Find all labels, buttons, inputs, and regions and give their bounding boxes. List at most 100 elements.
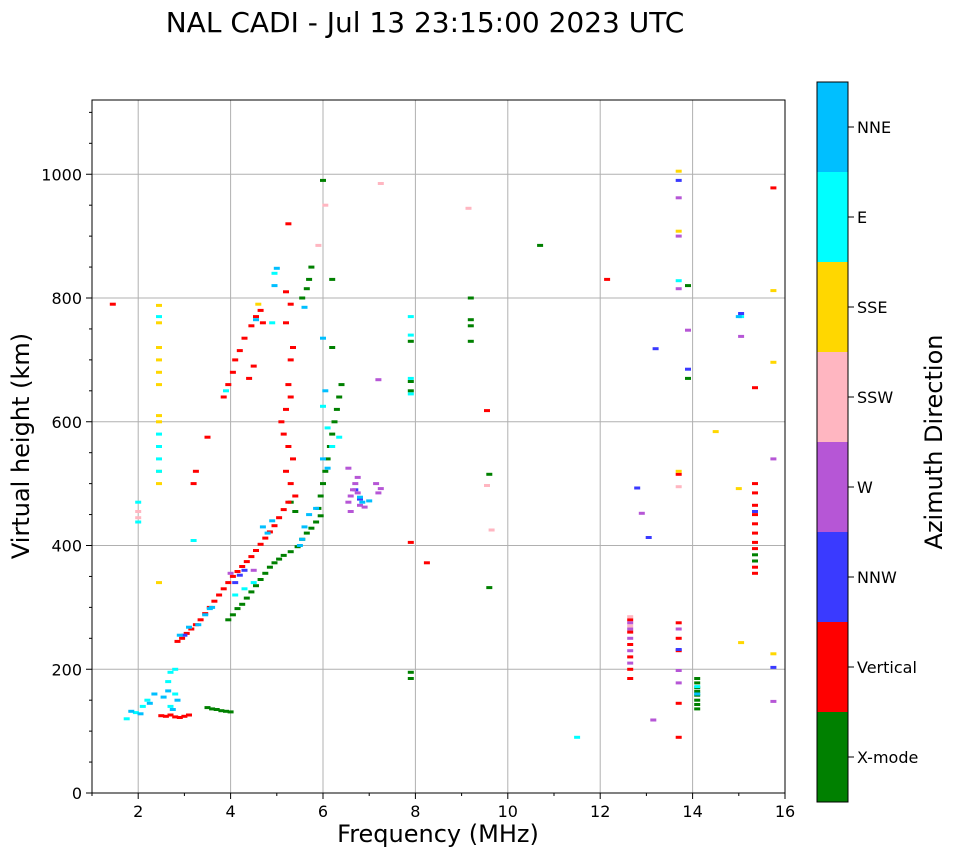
- data-point: [248, 590, 255, 594]
- data-point: [694, 707, 701, 711]
- series-e: [123, 271, 745, 739]
- y-tick-label: 800: [51, 289, 82, 308]
- series-ssw: [135, 182, 682, 628]
- data-point: [232, 358, 239, 362]
- data-point: [285, 383, 292, 387]
- data-point: [324, 457, 331, 461]
- data-point: [336, 435, 343, 439]
- data-point: [128, 709, 135, 713]
- data-point: [675, 636, 682, 640]
- data-point: [752, 547, 758, 551]
- colorbar-tick-label: X-mode: [857, 748, 918, 767]
- data-point: [123, 717, 130, 721]
- data-point: [770, 457, 777, 461]
- data-point: [250, 364, 257, 368]
- data-point: [156, 414, 162, 418]
- colorbar-segment: [817, 712, 848, 802]
- data-point: [752, 503, 758, 507]
- data-point: [407, 392, 414, 396]
- x-tick-label: 12: [590, 802, 610, 821]
- data-point: [241, 336, 248, 340]
- data-point: [236, 573, 243, 577]
- data-point: [146, 701, 153, 705]
- colorbar-segment: [817, 622, 848, 712]
- data-point: [675, 627, 682, 631]
- data-point: [266, 565, 273, 569]
- data-point: [675, 648, 682, 651]
- data-point: [165, 680, 172, 684]
- data-point: [172, 692, 179, 696]
- data-point: [675, 701, 682, 705]
- data-point: [243, 560, 250, 564]
- y-axis-label: Virtual height (km): [7, 333, 35, 559]
- data-point: [132, 711, 139, 715]
- data-point: [287, 302, 294, 306]
- data-point: [320, 336, 326, 340]
- colorbar-segment: [817, 82, 848, 172]
- data-point: [324, 426, 331, 430]
- data-point: [675, 178, 682, 182]
- data-point: [253, 549, 259, 552]
- data-point: [712, 430, 719, 434]
- colorbar-frame: [816, 81, 849, 803]
- data-point: [308, 526, 315, 530]
- data-point: [160, 695, 167, 699]
- data-point: [156, 370, 162, 374]
- data-point: [359, 500, 366, 504]
- data-point: [675, 472, 682, 476]
- colorbar-segment: [817, 172, 848, 262]
- data-point: [248, 555, 255, 559]
- data-point: [752, 513, 758, 517]
- data-point: [209, 707, 216, 711]
- data-point: [156, 346, 162, 349]
- data-point: [574, 735, 581, 739]
- data-point: [174, 639, 181, 643]
- y-tick-label: 600: [51, 413, 82, 432]
- data-point: [407, 380, 414, 383]
- data-point: [204, 706, 211, 710]
- colorbar-tick-label: E: [857, 208, 867, 227]
- data-point: [675, 229, 682, 233]
- data-point: [257, 308, 264, 312]
- data-point: [345, 466, 352, 470]
- data-point: [770, 289, 777, 293]
- data-point: [213, 708, 220, 711]
- data-point: [752, 559, 758, 563]
- data-point: [232, 581, 239, 585]
- data-point: [675, 234, 682, 238]
- colorbar-segment: [817, 442, 848, 532]
- data-point: [183, 631, 190, 635]
- data-point: [278, 420, 285, 424]
- data-point: [253, 318, 259, 322]
- data-point: [694, 677, 701, 680]
- data-point: [223, 709, 229, 713]
- data-point: [352, 482, 359, 486]
- data-point: [770, 699, 777, 703]
- data-point: [218, 709, 225, 713]
- data-point: [211, 599, 218, 603]
- data-point: [276, 516, 283, 520]
- plot-background: [92, 100, 785, 793]
- data-point: [467, 318, 474, 322]
- data-point: [285, 445, 292, 448]
- data-point: [320, 482, 326, 486]
- data-point: [627, 636, 634, 640]
- data-point: [770, 665, 777, 669]
- data-point: [694, 698, 701, 702]
- data-point: [262, 571, 269, 575]
- x-tick-label: 14: [682, 802, 702, 821]
- data-point: [232, 593, 239, 597]
- data-point: [259, 321, 266, 325]
- chart-title: NAL CADI - Jul 13 23:15:00 2023 UTC: [166, 6, 685, 39]
- data-point: [361, 505, 368, 509]
- data-point: [192, 469, 199, 473]
- data-point: [338, 383, 345, 387]
- colorbar-tick-label: Vertical: [857, 658, 917, 677]
- data-point: [752, 565, 758, 569]
- data-point: [135, 516, 142, 520]
- data-point: [280, 432, 287, 436]
- data-point: [333, 407, 340, 411]
- data-point: [336, 395, 343, 399]
- data-point: [271, 271, 278, 275]
- data-point: [407, 670, 414, 674]
